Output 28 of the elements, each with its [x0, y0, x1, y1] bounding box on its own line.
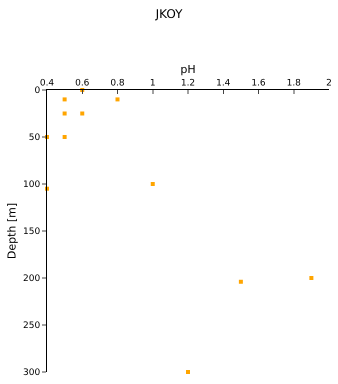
y-tick-label: 300: [23, 368, 40, 378]
point: [62, 112, 67, 116]
point: [116, 97, 120, 102]
x-tick-label: 2: [326, 78, 332, 88]
y-tick-label: 100: [23, 180, 40, 190]
y-tick-label: 250: [23, 321, 40, 332]
x-tick-label: 0.4: [40, 78, 54, 88]
y-axis-title: Depth [m]: [6, 202, 19, 260]
y-tick-label: 50: [28, 133, 40, 144]
point: [80, 112, 84, 116]
point: [62, 97, 67, 102]
x-tick-label: 0.6: [75, 78, 90, 88]
point: [186, 370, 190, 374]
chart-title: JKOY: [154, 7, 184, 21]
point: [238, 280, 243, 284]
y-tick-label: 150: [23, 227, 40, 238]
point: [150, 182, 155, 186]
x-tick-label: 1: [150, 78, 156, 88]
x-tick-label: 1.4: [216, 78, 231, 88]
x-axis-title: pH: [180, 63, 196, 76]
point: [309, 276, 314, 280]
x-tick-label: 1.6: [251, 78, 266, 88]
x-tick-label: 0.8: [110, 78, 125, 88]
x-tick-label: 1.8: [286, 78, 302, 88]
point: [62, 135, 67, 139]
x-tick-label: 1.2: [180, 78, 196, 88]
y-tick-label: 0: [34, 86, 40, 96]
y-tick-label: 200: [23, 274, 40, 284]
